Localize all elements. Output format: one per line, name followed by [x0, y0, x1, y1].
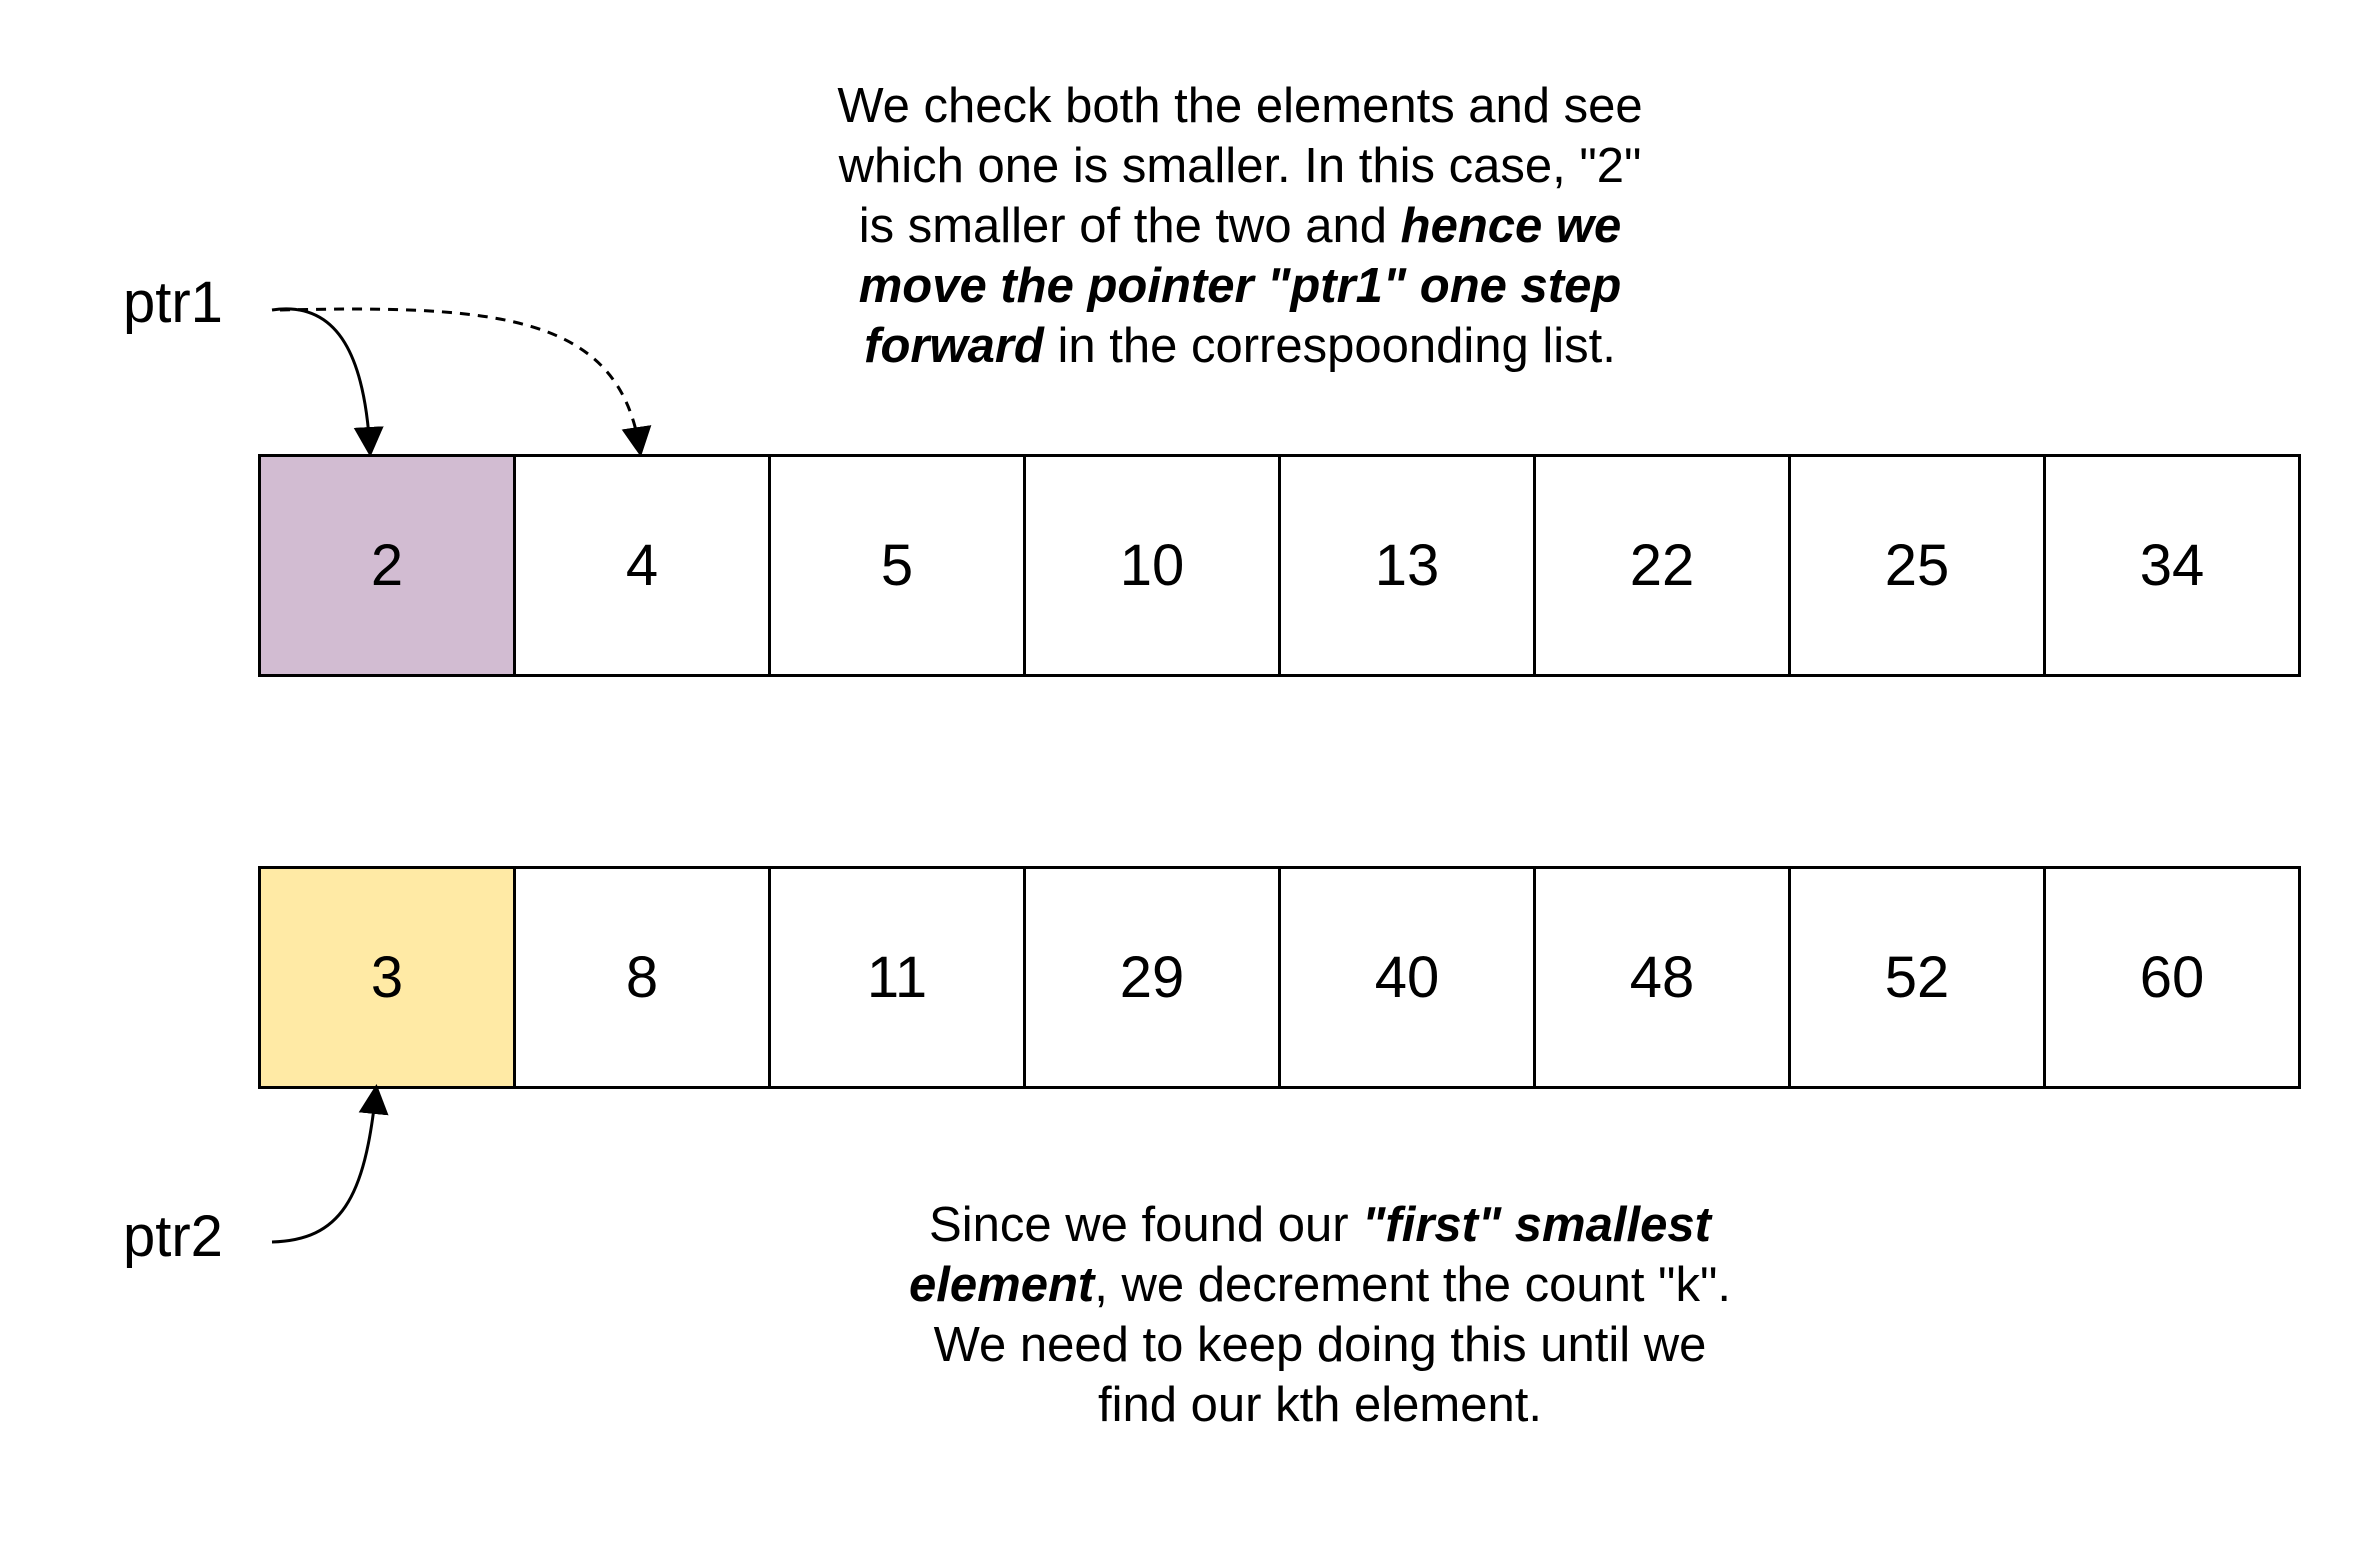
list-2-cell: 29 — [1026, 869, 1281, 1086]
top-note-line-5-emphasis: forward — [864, 319, 1044, 373]
list-1-cell: 34 — [2046, 457, 2301, 674]
list-2-cell: 8 — [516, 869, 771, 1086]
bottom-note-line-1: Since we found our "first" smallest — [860, 1195, 1780, 1255]
bottom-note-line-2-plain: , we decrement the count "k". — [1094, 1258, 1731, 1312]
bottom-note-line-3: We need to keep doing this until we — [933, 1318, 1707, 1372]
list-1-cell: 4 — [516, 457, 771, 674]
bottom-note-line-2-emphasis: element — [909, 1258, 1095, 1312]
list-2: 3 8 11 29 40 48 52 60 — [258, 866, 2301, 1089]
list-1-cell: 5 — [771, 457, 1026, 674]
top-note-line-3-plain: is smaller of the two and — [858, 199, 1401, 253]
ptr1-current-arrow — [271, 307, 384, 457]
list-1-cell: 13 — [1281, 457, 1536, 674]
list-2-cell: 48 — [1536, 869, 1791, 1086]
top-note-line-4-emphasis: move the pointer "ptr1" one step — [858, 259, 1622, 313]
bottom-note-line-4: find our kth element. — [1098, 1378, 1542, 1432]
top-note-line-2: which one is smaller. In this case, "2" — [838, 139, 1642, 193]
list-1-cell: 2 — [261, 457, 516, 674]
ptr2-label: ptr2 — [123, 1204, 223, 1269]
list-2-cell: 52 — [1791, 869, 2046, 1086]
top-note-line-3-emphasis: hence we — [1400, 199, 1622, 253]
ptr2-current-arrow — [271, 1084, 389, 1244]
list-2-cell: 11 — [771, 869, 1026, 1086]
ptr1-next-arrow — [279, 307, 652, 457]
list-1-cell: 22 — [1536, 457, 1791, 674]
top-note-line-1: We check both the elements and see — [837, 79, 1643, 133]
top-note-line-3: is smaller of the two and hence we — [780, 196, 1700, 256]
bottom-explanation: Since we found our "first" smallest elem… — [860, 1195, 1780, 1435]
list-2-cell: 60 — [2046, 869, 2301, 1086]
ptr1-label: ptr1 — [123, 270, 223, 335]
top-note-line-4: move the pointer "ptr1" one step — [780, 256, 1700, 316]
bottom-note-line-1-emphasis: "first" smallest — [1362, 1198, 1711, 1252]
bottom-note-line-2: element, we decrement the count "k". — [860, 1255, 1780, 1315]
top-note-line-5-plain: in the correspoonding list. — [1043, 319, 1616, 373]
list-1: 2 4 5 10 13 22 25 34 — [258, 454, 2301, 677]
top-note-line-5: forward in the correspoonding list. — [780, 316, 1700, 376]
list-1-cell: 25 — [1791, 457, 2046, 674]
list-2-cell: 3 — [261, 869, 516, 1086]
top-explanation: We check both the elements and see which… — [780, 76, 1700, 376]
list-1-cell: 10 — [1026, 457, 1281, 674]
list-2-cell: 40 — [1281, 869, 1536, 1086]
bottom-note-line-1-plain: Since we found our — [929, 1198, 1363, 1252]
